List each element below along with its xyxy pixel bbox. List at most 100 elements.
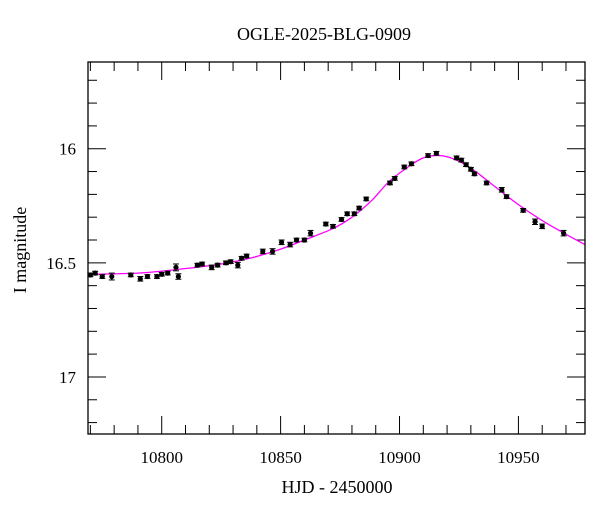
data-point [363,196,370,202]
model-curve [87,154,586,275]
data-point [194,262,201,268]
data-point [433,150,440,156]
data-point [259,248,266,255]
data-marker [260,248,266,255]
data-marker [175,273,181,280]
data-marker [278,239,285,245]
data-marker [330,223,336,229]
data-point [498,187,505,193]
data-point [208,264,215,271]
x-tick-label: 10900 [378,448,421,467]
x-tick-label: 10850 [259,448,302,467]
data-marker [471,171,478,177]
data-point [238,255,245,261]
data-point [322,221,329,227]
data-marker [338,216,345,223]
plot-area [87,150,586,282]
data-point [199,261,206,267]
data-point [560,229,567,237]
data-point [483,180,490,186]
data-point [463,162,470,168]
data-point [387,180,394,186]
data-point [287,241,294,248]
data-point [108,272,115,281]
data-marker [387,180,393,186]
data-point [227,259,234,265]
data-marker [293,237,300,243]
chart-title: OGLE-2025-BLG-0909 [237,24,411,44]
data-marker [165,270,171,276]
data-marker [159,271,165,277]
data-marker [344,211,350,217]
data-marker [87,272,93,278]
data-marker [99,273,105,280]
data-point [127,272,134,278]
data-point [293,237,300,243]
y-tick-label: 16 [59,140,76,159]
data-marker [520,207,526,213]
data-point [467,166,474,172]
data-point [234,261,241,269]
data-marker [408,161,415,167]
y-axis-label: I magnitude [10,207,30,293]
data-point [92,270,99,276]
data-marker [269,248,276,255]
data-point [532,218,539,225]
data-point [301,237,308,243]
data-marker [468,166,474,172]
data-point [539,223,546,230]
data-marker [499,187,505,193]
data-point [243,253,250,259]
data-marker [323,221,329,227]
data-point [520,207,527,213]
data-marker [239,255,245,261]
data-point [344,211,351,217]
data-marker [137,276,143,282]
data-point [158,271,165,277]
data-marker [539,223,545,229]
data-point [144,273,151,280]
axis-ticks [88,62,585,434]
data-marker [307,230,314,236]
data-point [307,229,314,237]
data-marker [173,264,179,270]
data-point [356,205,363,211]
data-point [329,223,336,229]
data-marker [209,264,215,270]
data-point [503,194,510,200]
data-point [391,175,398,181]
data-marker [453,155,460,161]
data-marker [235,262,241,268]
data-point [425,152,432,159]
data-point [214,262,221,268]
data-marker [128,272,134,278]
data-point [408,161,415,167]
data-point [401,164,408,170]
plot-frame [87,61,586,435]
data-point [99,273,106,280]
data-marker [433,150,439,156]
data-marker [144,273,151,280]
data-marker [560,230,567,236]
data-marker [351,211,357,217]
data-marker [401,164,407,170]
data-marker [458,157,464,163]
tick-labels: 10800 10850 10900 10950 16 16.5 17 [46,140,539,467]
data-point [164,270,171,276]
data-marker [425,152,431,159]
data-marker [194,262,200,268]
data-point [351,211,358,217]
data-marker [215,262,221,268]
data-marker [228,259,234,265]
data-marker [532,219,538,225]
data-point [338,216,345,223]
x-tick-label: 10950 [497,448,540,467]
data-point [453,155,460,161]
x-axis-label: HJD - 2450000 [282,477,393,497]
data-point [471,171,478,177]
data-marker [244,253,250,259]
x-tick-label: 10800 [140,448,183,467]
data-marker [392,175,398,181]
data-point [172,263,179,272]
data-marker [301,237,307,243]
